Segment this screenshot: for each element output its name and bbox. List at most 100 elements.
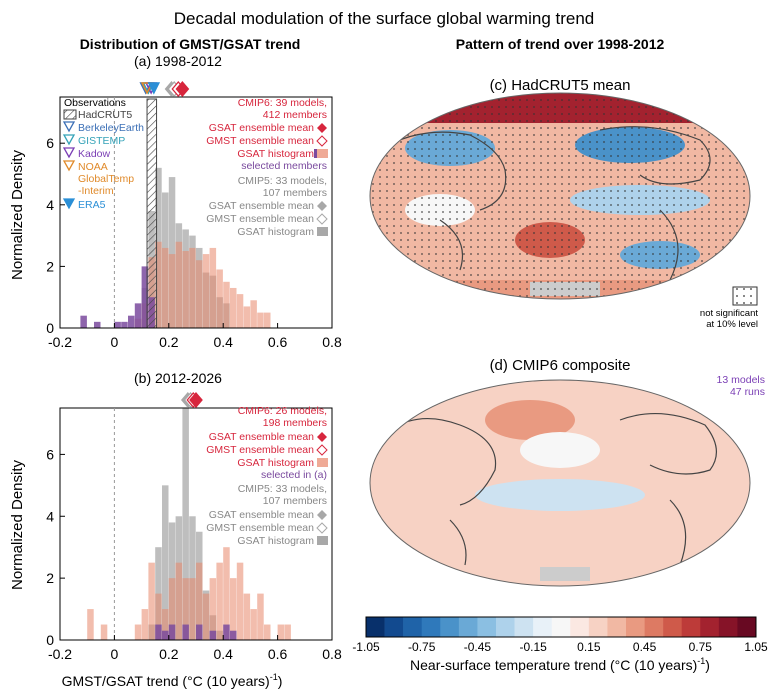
a-bar-cmip6-gsat-histogram-9: [196, 260, 203, 328]
map-c-stipple: [370, 93, 750, 299]
colorbar-tick-label-5: 0.45: [633, 640, 657, 654]
a-bar-cmip6-gsat-histogram-6: [175, 241, 183, 328]
b-bar-cmip6-gsat-histogram-10: [189, 578, 196, 640]
a-ytick-label-0: 0: [46, 320, 54, 336]
b-bar-selected-in-a--5: [209, 630, 217, 640]
a-bar-cmip6-gsat-histogram-19: [264, 312, 271, 328]
a-cmip5-hist-swatch: [317, 227, 328, 236]
a-bar-cmip6-gsat-histogram-5: [168, 254, 176, 328]
map-d-central-pale: [520, 432, 600, 468]
colorbar-tick-label-7: 1.05: [744, 640, 768, 654]
b-ytick-label-1: 2: [46, 570, 54, 586]
colorbar-cell-12: [588, 617, 608, 637]
b-xtick-label-4: 0.6: [268, 646, 288, 662]
colorbar-cell-7: [496, 617, 515, 637]
a-ytick-label-1: 2: [46, 258, 54, 274]
colorbar-cell-18: [700, 617, 720, 637]
panel-d-title: (d) CMIP6 composite: [490, 357, 631, 374]
obs-legend-noaa-3: -Interim: [78, 185, 114, 197]
obs-legend-noaa-2: GlobalTemp: [78, 173, 134, 185]
kadow-marker-icon: [62, 147, 76, 159]
a-cmip5-gmst-mean: GMST ensemble mean: [206, 213, 314, 225]
b-bar-cmip6-gsat-histogram-7: [168, 578, 176, 640]
a-cmip5-gsat-diamond-icon: [317, 201, 327, 211]
b-bar-cmip6-gsat-histogram-1: [100, 624, 108, 640]
a-cmip5-gmst-diamond-icon: [316, 213, 328, 225]
obs-legend-heading: Observations: [64, 97, 126, 109]
stipple-note-2: at 10% level: [706, 319, 758, 330]
colorbar-tick-label-3: -0.15: [519, 640, 547, 654]
gistemp-marker-icon: [62, 134, 76, 146]
a-marker-noaa-globaltemp-interim-icon: [140, 82, 154, 95]
colorbar-tick-label-6: 0.75: [689, 640, 713, 654]
a-bar-cmip6-gsat-histogram-11: [209, 247, 217, 328]
a-xtick-label-3: 0.4: [213, 334, 233, 350]
obs-legend-era5: ERA5: [78, 199, 106, 211]
berkeley-marker-icon: [62, 121, 76, 133]
a-bar-cmip6-gsat-histogram-18: [257, 312, 264, 328]
b-bar-cmip6-gsat-histogram-3: [141, 609, 149, 640]
map-d-nwcold: [670, 385, 730, 405]
models-legend-b: CMIP6: 26 models, 198 members GSAT ensem…: [206, 405, 328, 547]
b-bar-cmip6-gsat-histogram-13: [209, 578, 217, 640]
b-bar-cmip6-gsat-histogram-8: [175, 562, 183, 640]
a-selected-swatch: [314, 149, 317, 158]
obs-legend-berkeley: BerkeleyEarth: [78, 122, 144, 134]
a-xtick-label-2: 0.2: [159, 334, 179, 350]
colorbar: -1.05 -0.75 -0.45 -0.15 0.15 0.45 0.75 1.05 Nea…: [352, 616, 768, 673]
b-bar-cmip6-gsat-histogram-0: [87, 609, 94, 640]
a-ytick-label-2: 4: [46, 197, 54, 213]
b-bar-cmip6-gsat-histogram-15: [223, 547, 230, 640]
panel-a-ylabel: Normalized Density: [9, 149, 26, 280]
colorbar-cell-2: [403, 617, 423, 637]
a-bar-cmip6-gsat-histogram-7: [182, 251, 189, 328]
obs-legend-kadow: Kadow: [78, 148, 111, 160]
a-bar-cmip6-gsat-histogram-4: [162, 247, 169, 328]
b-bar-cmip6-gsat-histogram-18: [243, 593, 251, 640]
map-c-outline: [369, 92, 751, 300]
a-bar-selected-members-2: [114, 321, 121, 328]
colorbar-cell-16: [663, 617, 683, 637]
map-d-coastlines: [389, 413, 717, 566]
panel-c-map: (c) HadCRUT5 mean not significant at 10%…: [369, 77, 758, 330]
a-bar-cmip6-gsat-histogram-16: [243, 306, 251, 328]
panel-a-title: (a) 1998-2012: [134, 53, 222, 69]
b-cmip5-count: CMIP5: 33 models,: [238, 483, 327, 495]
a-cmip6-members: 412 members: [263, 109, 327, 121]
a-bar-cmip6-gsat-histogram-15: [236, 294, 244, 328]
b-cmip5-gsat-diamond-icon: [317, 510, 327, 520]
obs-legend-gistemp: GISTEMP: [78, 135, 125, 147]
b-bar-selected-in-a--7: [230, 630, 237, 640]
colorbar-cell-0: [366, 617, 385, 637]
a-cmip6-count: CMIP6: 39 models,: [238, 97, 327, 109]
a-marker-cmip6-gsat-ensemble-mean-icon: [175, 81, 190, 97]
b-cmip5-gsat-mean: GSAT ensemble mean: [209, 509, 314, 521]
a-cmip5-hist: GSAT histogram: [237, 226, 314, 238]
a-cmip5-gsat-mean: GSAT ensemble mean: [209, 200, 314, 212]
colorbar-cell-20: [737, 617, 757, 637]
b-gsat-mean-diamond-icon: [317, 432, 327, 442]
left-header: Distribution of GMST/GSAT trend: [80, 36, 301, 52]
map-d-models-note: 13 models: [717, 374, 765, 386]
b-xtick-label-0: -0.2: [48, 646, 72, 662]
map-d-npacific-warm: [485, 400, 575, 440]
right-header: Pattern of trend over 1998-2012: [456, 36, 665, 52]
observations-legend: Observations HadCRUT5 BerkeleyEarth GIST…: [62, 97, 144, 211]
colorbar-cell-15: [644, 617, 664, 637]
stipple-legend-dots: [733, 287, 757, 305]
a-bar-cmip6-gsat-histogram-10: [202, 254, 210, 328]
a-bar-selected-members-4: [128, 315, 135, 328]
map-d-epacific-cold: [475, 479, 645, 511]
b-bar-cmip6-gsat-histogram-9: [182, 578, 189, 640]
b-cmip6-gmst-mean: GMST ensemble mean: [206, 444, 314, 456]
a-bar-cmip6-gsat-histogram-14: [230, 287, 237, 328]
colorbar-cell-5: [458, 617, 478, 637]
b-bar-selected-in-a--3: [182, 624, 189, 640]
b-bar-cmip6-gsat-histogram-12: [202, 593, 210, 640]
b-cmip6-hist: GSAT histogram: [237, 457, 314, 469]
obs-legend-noaa: NOAA: [78, 161, 108, 173]
b-xtick-label-5: 0.8: [322, 646, 342, 662]
b-bar-cmip5-gsat-histogram-2: [162, 485, 169, 640]
b-cmip6-members: 198 members: [263, 417, 327, 429]
panel-b-histogram: (b) 2012-2026 Normalized Density -0.2 0 0.…: [9, 370, 342, 689]
